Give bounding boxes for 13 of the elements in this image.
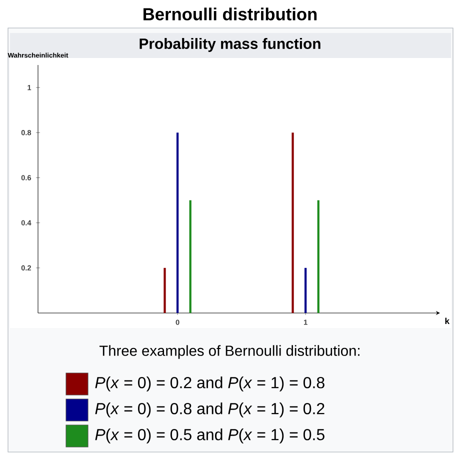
legend-label: P(x = 0) = 0.2 and P(x = 1) = 0.8 — [95, 376, 324, 392]
x-axis-title: k — [445, 318, 450, 324]
bar — [317, 200, 320, 313]
bar — [176, 132, 179, 313]
legend-label: P(x = 0) = 0.5 and P(x = 1) = 0.5 — [95, 428, 324, 444]
chart-subtitle: Probability mass function — [140, 38, 320, 52]
chart-title: Bernoulli distribution — [144, 8, 317, 20]
legend-label: P(x = 0) = 0.8 and P(x = 1) = 0.2 — [95, 402, 324, 418]
bar — [164, 268, 166, 313]
legend-title: Three examples of Bernoulli distribution: — [99, 345, 360, 359]
bar — [292, 132, 294, 313]
bar — [189, 200, 192, 313]
bar — [304, 268, 307, 313]
